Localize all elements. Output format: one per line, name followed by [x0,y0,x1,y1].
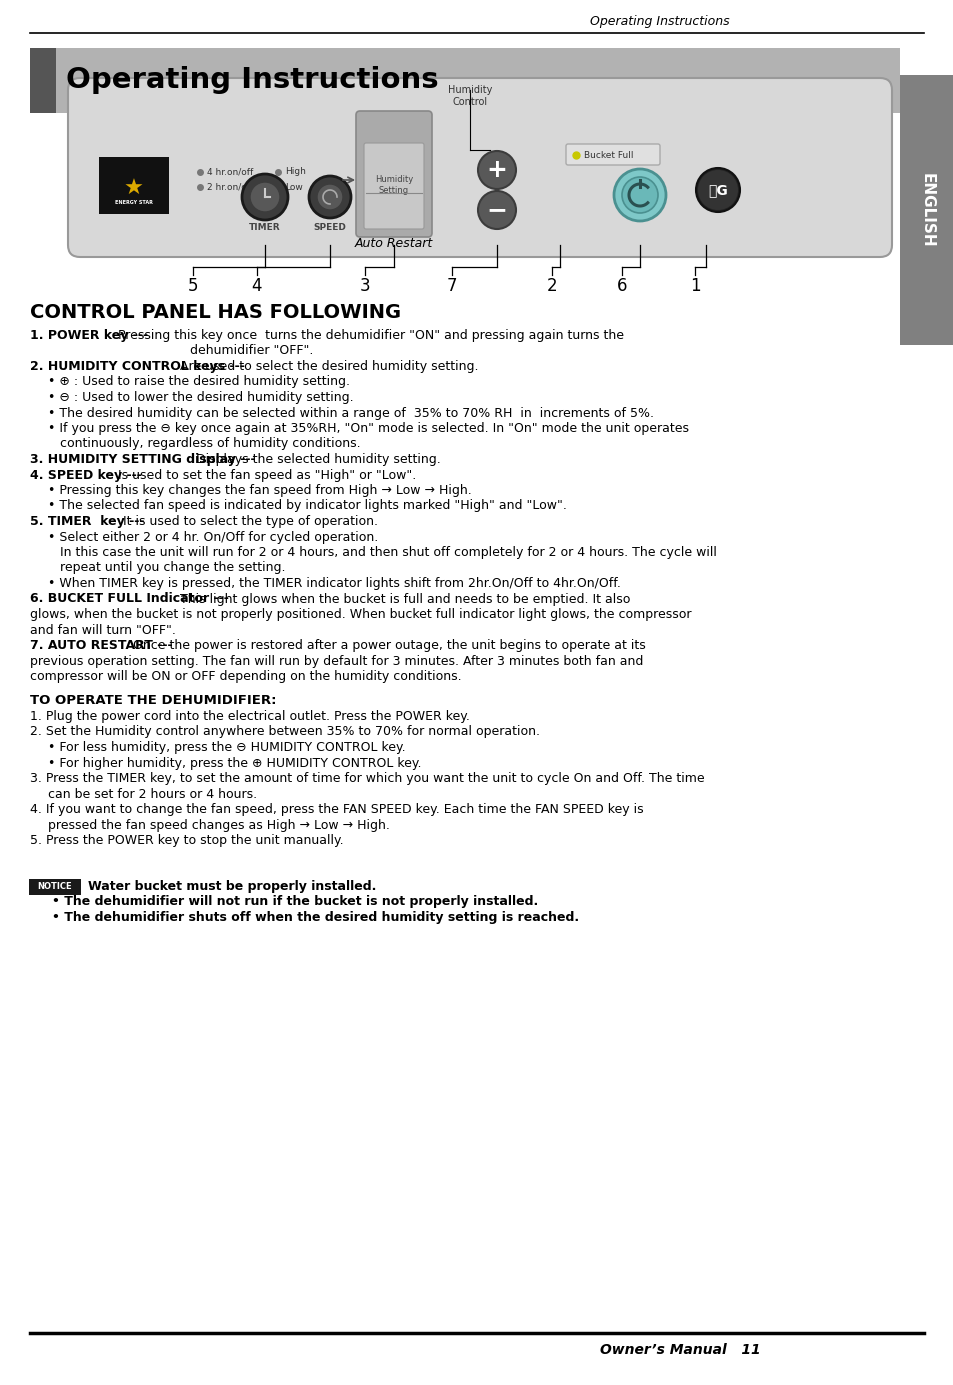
Text: ★: ★ [124,179,144,199]
FancyBboxPatch shape [30,48,56,114]
Circle shape [614,169,665,222]
Text: It is used to select the type of operation.: It is used to select the type of operati… [123,515,377,528]
Text: 6: 6 [616,277,626,295]
Text: and fan will turn "OFF".: and fan will turn "OFF". [30,623,175,637]
Text: 7: 7 [446,277,456,295]
Text: ENGLISH: ENGLISH [919,173,934,248]
Text: Are used to select the desired humidity setting.: Are used to select the desired humidity … [180,360,478,373]
Text: compressor will be ON or OFF depending on the humidity conditions.: compressor will be ON or OFF depending o… [30,670,461,683]
FancyBboxPatch shape [29,878,81,895]
Text: can be set for 2 hours or 4 hours.: can be set for 2 hours or 4 hours. [48,788,257,801]
Circle shape [698,170,738,211]
Text: Operating Instructions: Operating Instructions [66,66,438,94]
FancyBboxPatch shape [355,111,432,237]
Text: repeat until you change the setting.: repeat until you change the setting. [60,561,285,575]
Text: 4: 4 [252,277,262,295]
Text: Humidity
Control: Humidity Control [447,84,492,107]
Text: High: High [285,168,306,176]
Text: 5: 5 [188,277,198,295]
Text: In this case the unit will run for 2 or 4 hours, and then shut off completely fo: In this case the unit will run for 2 or … [60,546,716,560]
Text: ⓁG: ⓁG [707,183,727,197]
Text: • When TIMER key is pressed, the TIMER indicator lights shift from 2hr.On/Off to: • When TIMER key is pressed, the TIMER i… [48,578,620,590]
Text: • The dehumidifier shuts off when the desired humidity setting is reached.: • The dehumidifier shuts off when the de… [52,911,578,924]
FancyBboxPatch shape [68,78,891,258]
Text: • The dehumidifier will not run if the bucket is not properly installed.: • The dehumidifier will not run if the b… [52,896,537,909]
Text: • For less humidity, press the ⊖ HUMIDITY CONTROL key.: • For less humidity, press the ⊖ HUMIDIT… [48,741,405,753]
Text: Once the power is restored after a power outage, the unit begins to operate at i: Once the power is restored after a power… [133,638,645,652]
Text: TIMER: TIMER [249,223,280,233]
Text: +: + [486,158,507,181]
Text: Pressing this key once  turns the dehumidifier "ON" and pressing again turns the: Pressing this key once turns the dehumid… [118,330,623,342]
Text: TO OPERATE THE DEHUMIDIFIER:: TO OPERATE THE DEHUMIDIFIER: [30,694,276,706]
Text: 3. HUMIDITY SETTING display ---: 3. HUMIDITY SETTING display --- [30,453,260,465]
Text: Auto Restart: Auto Restart [355,237,433,251]
Text: 2. Set the Humidity control anywhere between 35% to 70% for normal operation.: 2. Set the Humidity control anywhere bet… [30,726,539,738]
Circle shape [242,175,288,220]
FancyBboxPatch shape [99,157,169,215]
Text: 2 hr.on/off: 2 hr.on/off [207,183,253,191]
Text: 5. TIMER  key ---: 5. TIMER key --- [30,515,149,528]
Circle shape [477,151,516,188]
Text: pressed the fan speed changes as High → Low → High.: pressed the fan speed changes as High → … [48,819,390,831]
Text: −: − [486,198,507,222]
Text: 3: 3 [359,277,370,295]
Text: Humidity
Setting: Humidity Setting [375,176,413,195]
Text: • Pressing this key changes the fan speed from High → Low → High.: • Pressing this key changes the fan spee… [48,483,471,497]
Text: This light glows when the bucket is full and needs to be emptied. It also: This light glows when the bucket is full… [180,593,630,605]
Text: 2: 2 [546,277,557,295]
Text: 6. BUCKET FULL Indicator ---: 6. BUCKET FULL Indicator --- [30,593,233,605]
Text: 1: 1 [689,277,700,295]
Text: Bucket Full: Bucket Full [583,151,633,159]
Text: 1. POWER key ---: 1. POWER key --- [30,330,152,342]
Text: • The desired humidity can be selected within a range of  35% to 70% RH  in  inc: • The desired humidity can be selected w… [48,407,654,420]
Text: Low: Low [285,183,302,191]
Text: Owner’s Manual   11: Owner’s Manual 11 [599,1343,760,1357]
Text: • If you press the ⊖ key once again at 35%RH, "On" mode is selected. In "On" mod: • If you press the ⊖ key once again at 3… [48,422,688,435]
Text: glows, when the bucket is not properly positioned. When bucket full indicator li: glows, when the bucket is not properly p… [30,608,691,620]
FancyBboxPatch shape [565,144,659,165]
FancyBboxPatch shape [364,143,423,229]
Text: CONTROL PANEL HAS FOLLOWING: CONTROL PANEL HAS FOLLOWING [30,303,400,321]
Text: Operating Instructions: Operating Instructions [589,15,729,28]
Text: 4. If you want to change the fan speed, press the FAN SPEED key. Each time the F: 4. If you want to change the fan speed, … [30,803,643,816]
Text: previous operation setting. The fan will run by default for 3 minutes. After 3 m: previous operation setting. The fan will… [30,655,642,668]
Text: SPEED: SPEED [314,223,346,233]
Text: NOTICE: NOTICE [38,882,72,891]
Circle shape [696,168,740,212]
FancyBboxPatch shape [899,75,953,345]
Circle shape [309,176,351,217]
Text: • The selected fan speed is indicated by indicator lights marked "High" and "Low: • The selected fan speed is indicated by… [48,500,566,512]
Text: Is used to set the fan speed as "High" or "Low".: Is used to set the fan speed as "High" o… [118,468,416,482]
FancyBboxPatch shape [30,48,899,114]
Circle shape [477,191,516,229]
Text: continuously, regardless of humidity conditions.: continuously, regardless of humidity con… [60,438,360,450]
Circle shape [621,177,658,213]
Text: 3. Press the TIMER key, to set the amount of time for which you want the unit to: 3. Press the TIMER key, to set the amoun… [30,771,704,785]
Text: 4 hr.on/off: 4 hr.on/off [207,168,253,176]
Text: • ⊖ : Used to lower the desired humidity setting.: • ⊖ : Used to lower the desired humidity… [48,391,354,404]
Circle shape [250,181,280,212]
Text: 1. Plug the power cord into the electrical outlet. Press the POWER key.: 1. Plug the power cord into the electric… [30,711,470,723]
Text: • For higher humidity, press the ⊕ HUMIDITY CONTROL key.: • For higher humidity, press the ⊕ HUMID… [48,756,421,770]
Text: 4. SPEED key ---: 4. SPEED key --- [30,468,146,482]
Text: ENERGY STAR: ENERGY STAR [115,199,152,205]
Text: • ⊕ : Used to raise the desired humidity setting.: • ⊕ : Used to raise the desired humidity… [48,375,350,389]
Circle shape [316,184,343,211]
Text: • Select either 2 or 4 hr. On/Off for cycled operation.: • Select either 2 or 4 hr. On/Off for cy… [48,530,377,543]
Text: dehumidifier "OFF".: dehumidifier "OFF". [190,345,313,357]
Text: 2. HUMIDITY CONTROL keys ---: 2. HUMIDITY CONTROL keys --- [30,360,249,373]
Text: 5. Press the POWER key to stop the unit manually.: 5. Press the POWER key to stop the unit … [30,834,343,848]
Text: Displays the selected humidity setting.: Displays the selected humidity setting. [195,453,440,465]
Text: Water bucket must be properly installed.: Water bucket must be properly installed. [88,879,376,893]
Text: 7. AUTO RESTART ---: 7. AUTO RESTART --- [30,638,177,652]
